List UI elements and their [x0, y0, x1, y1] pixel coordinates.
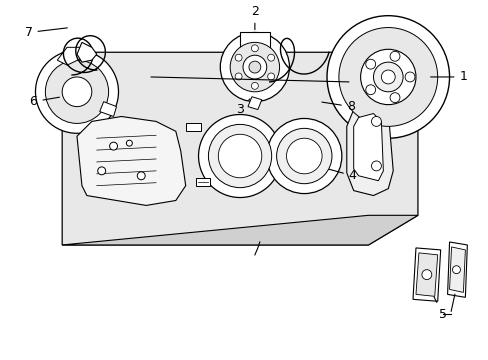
Circle shape	[360, 49, 415, 105]
Polygon shape	[185, 123, 200, 131]
Circle shape	[389, 51, 399, 61]
Circle shape	[371, 161, 381, 171]
Circle shape	[421, 270, 431, 280]
Polygon shape	[415, 253, 437, 296]
Polygon shape	[412, 248, 440, 301]
Text: 1: 1	[430, 71, 467, 84]
Circle shape	[365, 59, 375, 69]
Polygon shape	[100, 102, 116, 117]
Polygon shape	[247, 97, 261, 109]
Text: 8: 8	[321, 100, 354, 113]
Polygon shape	[77, 42, 97, 62]
Polygon shape	[195, 178, 210, 186]
Circle shape	[371, 117, 381, 126]
Circle shape	[230, 42, 279, 92]
Circle shape	[235, 73, 242, 80]
Polygon shape	[447, 242, 467, 297]
Polygon shape	[62, 52, 417, 245]
Circle shape	[326, 16, 448, 138]
Circle shape	[248, 61, 260, 73]
Circle shape	[389, 93, 399, 103]
Circle shape	[251, 82, 258, 89]
Circle shape	[365, 85, 375, 95]
Circle shape	[218, 134, 261, 178]
Circle shape	[243, 55, 266, 79]
Polygon shape	[57, 47, 84, 65]
Polygon shape	[353, 113, 383, 181]
Circle shape	[267, 54, 274, 61]
Polygon shape	[346, 104, 392, 195]
Circle shape	[286, 138, 322, 174]
Circle shape	[381, 70, 394, 84]
Text: 4: 4	[302, 162, 356, 182]
Circle shape	[36, 50, 118, 133]
Circle shape	[208, 125, 271, 188]
Circle shape	[235, 54, 242, 61]
Text: 7: 7	[24, 26, 67, 39]
Circle shape	[404, 72, 414, 82]
Text: 3: 3	[236, 99, 249, 116]
Text: 6: 6	[30, 95, 60, 108]
Circle shape	[267, 73, 274, 80]
Circle shape	[451, 266, 460, 274]
Circle shape	[62, 77, 92, 107]
Polygon shape	[240, 32, 269, 52]
Circle shape	[137, 172, 145, 180]
Circle shape	[109, 142, 117, 150]
Text: 2: 2	[250, 5, 258, 30]
Text: 5: 5	[433, 297, 446, 321]
Circle shape	[126, 140, 132, 146]
Circle shape	[220, 32, 289, 102]
Circle shape	[98, 167, 105, 175]
Circle shape	[266, 118, 341, 194]
Circle shape	[198, 114, 281, 198]
Circle shape	[45, 60, 108, 123]
Circle shape	[276, 129, 331, 184]
Polygon shape	[62, 215, 417, 245]
Circle shape	[338, 28, 437, 126]
Circle shape	[251, 45, 258, 52]
Circle shape	[373, 62, 402, 92]
Polygon shape	[448, 247, 465, 292]
Polygon shape	[77, 117, 185, 206]
